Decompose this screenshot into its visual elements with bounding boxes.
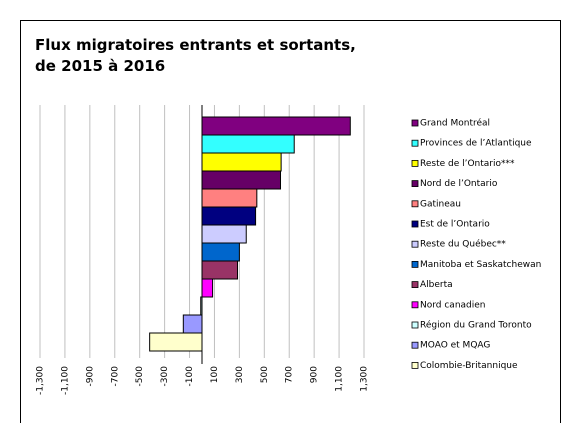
bar: [201, 242, 240, 262]
bar: [201, 224, 247, 244]
legend-label: Reste du Québec**: [420, 239, 506, 250]
x-tick-label: -1,100: [60, 366, 70, 395]
legend-label: Nord canadien: [420, 300, 486, 310]
x-tick-label: -700: [110, 366, 120, 387]
bar: [201, 260, 239, 280]
legend-label: Alberta: [420, 280, 453, 290]
bar: [201, 188, 258, 208]
legend-swatch: [411, 180, 419, 188]
legend-label: Manitoba et Saskatchewan: [420, 260, 541, 270]
x-tick-label: 700: [285, 366, 295, 383]
legend-label: Région du Grand Toronto: [420, 320, 532, 331]
legend-swatch: [411, 321, 419, 329]
legend-label: MOAO et MQAG: [420, 341, 490, 351]
x-tick-label: -900: [85, 366, 95, 387]
legend-swatch: [411, 301, 419, 309]
legend-label: Nord de l’Ontario: [420, 179, 498, 189]
x-tick-label: 900: [310, 366, 320, 383]
legend-label: Reste de l’Ontario***: [420, 159, 515, 169]
x-tick-label: -100: [185, 366, 195, 387]
legend-label: Provinces de l’Atlantique: [420, 139, 532, 149]
bar: [201, 134, 295, 154]
x-tick-label: -300: [160, 366, 170, 387]
x-tick-label: 300: [235, 366, 245, 383]
bar: [201, 152, 282, 172]
legend-swatch: [411, 361, 419, 369]
legend-label: Colombie-Britannique: [420, 361, 518, 371]
legend-label: Est de l’Ontario: [420, 220, 490, 230]
x-tick-label: 100: [210, 366, 220, 383]
x-tick-label: 1,100: [335, 366, 345, 392]
bar: [149, 332, 203, 352]
x-tick-label: 500: [260, 366, 270, 383]
legend-swatch: [411, 119, 419, 127]
legend-swatch: [411, 281, 419, 289]
chart-title: de 2015 à 2016: [35, 57, 165, 75]
bar: [201, 206, 257, 226]
bar: [182, 314, 203, 334]
legend-label: Grand Montréal: [420, 118, 490, 129]
bar: [201, 278, 214, 298]
legend-swatch: [411, 341, 419, 349]
legend-swatch: [411, 139, 419, 147]
legend-swatch: [411, 200, 419, 208]
bar: [201, 170, 282, 190]
legend-label: Gatineau: [420, 199, 461, 209]
chart-frame: [20, 20, 561, 423]
legend-swatch: [411, 240, 419, 248]
legend-swatch: [411, 159, 419, 167]
x-tick-label: 1,300: [360, 366, 370, 392]
chart-title: Flux migratoires entrants et sortants,: [35, 36, 356, 54]
x-tick-label: -1,300: [36, 366, 46, 395]
legend-swatch: [411, 220, 419, 228]
legend-swatch: [411, 260, 419, 268]
x-tick-label: -500: [135, 366, 145, 387]
bar: [201, 116, 351, 136]
